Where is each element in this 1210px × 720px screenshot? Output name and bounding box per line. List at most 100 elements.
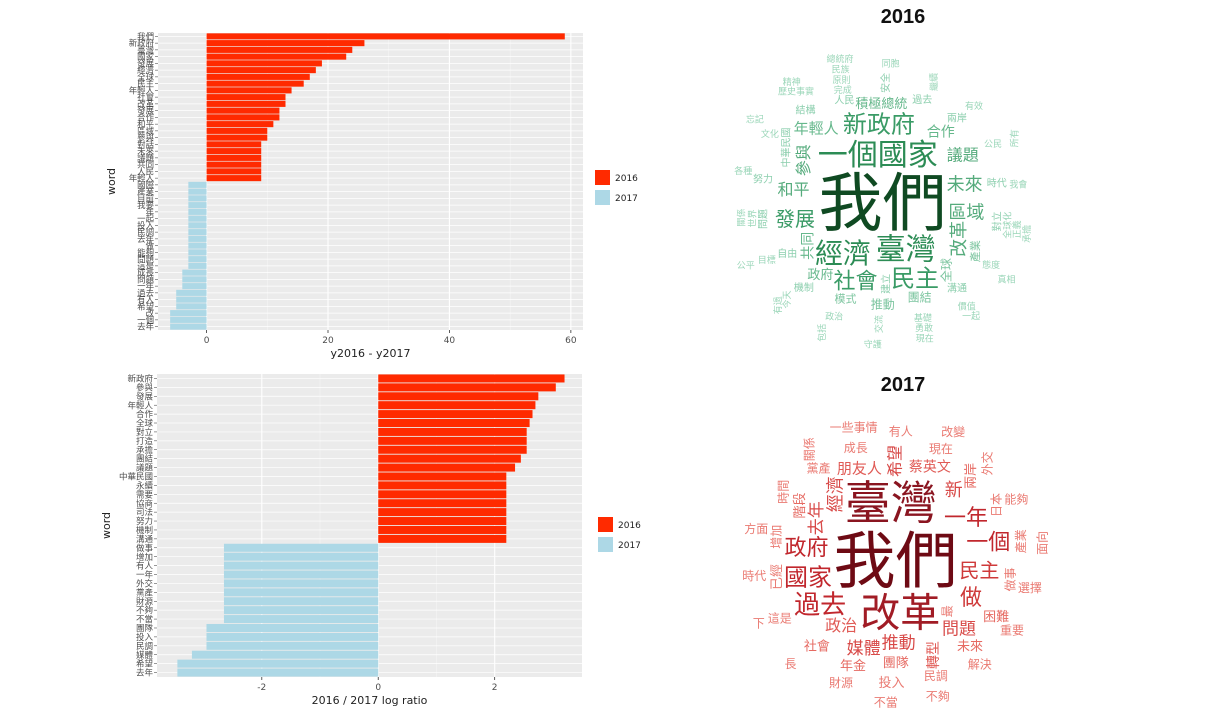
wordcloud-word: 去年	[807, 501, 827, 535]
y-tick-label: 我們	[137, 31, 154, 41]
bar-2016	[206, 46, 353, 53]
wordcloud-word: 選擇	[1018, 580, 1042, 595]
wordcloud-word: 一些事情	[830, 421, 878, 435]
bar-2017	[176, 289, 207, 296]
wordcloud-word: 溝通	[947, 281, 967, 294]
wordcloud-word: 有效	[965, 100, 983, 112]
wordcloud-word: 已經	[770, 564, 785, 590]
wordcloud-word: 年金	[840, 658, 866, 674]
y-tick-label: 改革	[137, 99, 154, 109]
wordcloud-word: 全球化	[1001, 212, 1013, 239]
wordcloud-word: 產業	[1013, 529, 1028, 553]
wordcloud-word: 推動	[882, 633, 916, 653]
y-tick-label: 增加	[136, 552, 153, 563]
wordcloud-word: 社會	[833, 270, 877, 295]
y-tick-label: 司法	[136, 507, 153, 518]
wordcloud-word: 對立	[991, 211, 1004, 231]
wordcloud-word: 一個國家	[818, 138, 938, 173]
y-tick-label: 做事	[136, 543, 154, 554]
wordcloud-word: 做	[960, 586, 982, 611]
wordcloud-word: 投入	[878, 675, 904, 691]
y-tick-label: 臺灣	[137, 45, 154, 55]
y-tick-label: 有人	[136, 561, 154, 572]
wordcloud-word: 經濟	[815, 237, 871, 270]
y-tick-label: 未來	[137, 146, 154, 156]
bar-2016	[378, 463, 516, 472]
bar-2016	[206, 100, 286, 107]
bar-2017	[188, 181, 207, 188]
bar-2017	[182, 276, 207, 283]
y-tick-label: 改	[146, 308, 155, 318]
wordcloud-word: 解決	[968, 658, 992, 672]
bar-2016	[206, 33, 565, 40]
bar-2017	[223, 543, 379, 552]
y-tick-label: 區域	[137, 126, 154, 136]
bar-2016	[378, 454, 521, 463]
bar-2017	[177, 668, 379, 677]
y-tick-label: 共同	[137, 160, 154, 170]
x-tick-label: 0	[375, 683, 381, 693]
bar-2016	[378, 383, 556, 392]
wordcloud-word: 真相	[997, 274, 1015, 286]
wordcloud-2017-title: 2017	[880, 374, 926, 396]
wordcloud-word: 文化	[761, 128, 779, 140]
bar-2016	[378, 436, 527, 445]
bar-2017	[188, 188, 207, 195]
bar-2017	[188, 256, 207, 263]
y-tick-label: 經濟	[137, 65, 154, 75]
wordcloud-word: 積極總統	[855, 96, 907, 112]
wordcloud-word: 公民	[984, 139, 1002, 150]
y-tick-label: 議題	[136, 463, 154, 474]
y-tick-label: 中華民國	[119, 472, 153, 483]
x-axis-label: 2016 / 2017 log ratio	[312, 694, 428, 707]
wordcloud-word: 政府	[784, 536, 828, 561]
wordcloud-word: 社會	[804, 638, 830, 654]
bar-2017	[188, 202, 207, 209]
wordcloud-word: 態度	[982, 259, 1000, 271]
wordcloud-word: 機制	[794, 281, 814, 294]
y-tick-label: 媒體	[136, 650, 154, 661]
y-tick-label: 成長	[137, 268, 154, 278]
wordcloud-word: 各種	[734, 165, 752, 177]
wordcloud-word: 年輕人	[794, 119, 839, 137]
bar-2016	[378, 481, 507, 490]
bar-2017	[170, 323, 207, 330]
wordcloud-word: 兩岸	[964, 463, 979, 489]
y-tick-label: 參與	[137, 133, 154, 143]
y-tick-label: 和平	[137, 119, 154, 129]
wordcloud-word: 問題	[758, 209, 770, 229]
wordcloud-word: 一起	[962, 311, 980, 322]
wordcloud-word: 議題	[947, 145, 979, 164]
bar-2016	[378, 419, 530, 428]
bar-2016	[206, 175, 262, 182]
wordcloud-word: 價值	[958, 300, 976, 312]
bar-2017	[176, 303, 207, 310]
wordcloud-word: 政府	[807, 268, 833, 283]
wordcloud-word: 時代	[742, 569, 766, 583]
wordcloud-word: 過去	[794, 591, 846, 621]
wordcloud-word: 現在	[916, 332, 934, 344]
bar-2017	[206, 632, 379, 641]
wordcloud-word: 安全	[879, 73, 892, 93]
y-tick-label: 年	[146, 207, 155, 217]
bar-2016	[378, 508, 507, 517]
wordcloud-word: 增加	[770, 525, 784, 549]
wordcloud-word: 改革	[860, 591, 940, 637]
wordcloud-word: 發展	[775, 207, 815, 231]
bar-2016	[206, 53, 347, 60]
bar-2016	[206, 80, 304, 87]
bar-2017	[206, 623, 379, 632]
wordcloud-word: 不夠	[926, 690, 950, 704]
y-tick-label: 永續	[136, 480, 154, 491]
y-tick-label: 做	[146, 241, 155, 251]
y-tick-label: 黨產	[136, 587, 154, 598]
wordcloud-word: 區域	[948, 203, 984, 224]
x-tick-label: -2	[257, 683, 266, 693]
bar-2017	[188, 208, 207, 215]
x-tick-label: 20	[322, 336, 334, 346]
bar-2017	[223, 588, 379, 597]
wordcloud-word: 民族	[832, 64, 850, 76]
wordcloud-word: 推動	[871, 298, 895, 312]
y-tick-label: 希望	[137, 301, 154, 311]
